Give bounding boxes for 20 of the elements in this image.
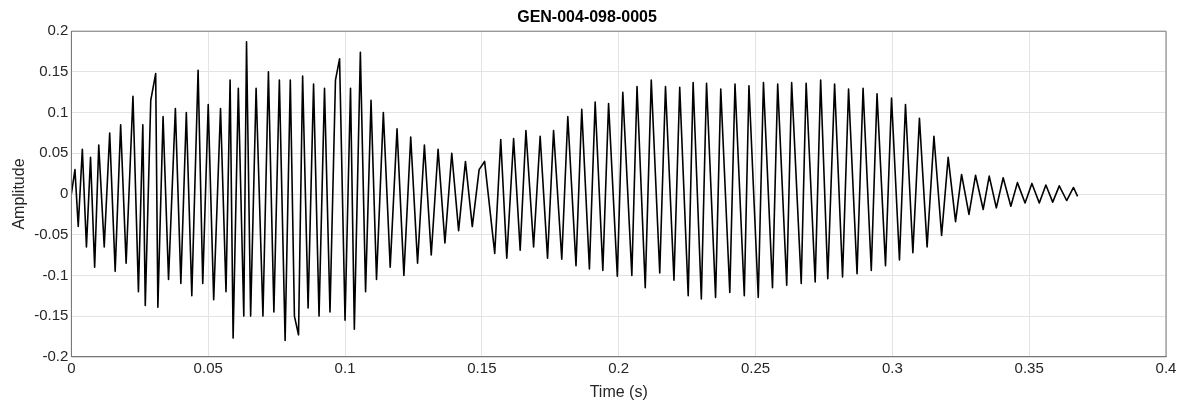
x-tick-label: 0.05 [193, 358, 223, 376]
x-tick-label: 0.15 [467, 358, 497, 376]
x-tick-label: 0.4 [1155, 358, 1177, 376]
y-tick-label: 0.1 [47, 102, 69, 120]
y-tick-label: -0.05 [34, 224, 69, 242]
y-tick-label: -0.15 [34, 306, 69, 324]
y-tick-label: -0.1 [42, 265, 69, 283]
x-tick-label: 0.1 [334, 358, 356, 376]
x-tick-label: 0.3 [881, 358, 903, 376]
x-axis-title: Time (s) [589, 382, 648, 400]
y-tick-label: 0 [60, 184, 69, 202]
x-tick-label: 0.2 [608, 358, 630, 376]
y-tick-label: -0.2 [42, 346, 69, 364]
y-axis-title: Amplitude [10, 158, 28, 230]
y-tick-label: 0.2 [47, 21, 69, 39]
x-tick-label: 0.35 [1014, 358, 1044, 376]
y-tick-label: 0.05 [39, 143, 69, 161]
x-tick-label: 0.25 [740, 358, 771, 376]
chart-title: GEN-004-098-0005 [517, 8, 657, 26]
y-tick-label: 0.15 [39, 62, 69, 80]
